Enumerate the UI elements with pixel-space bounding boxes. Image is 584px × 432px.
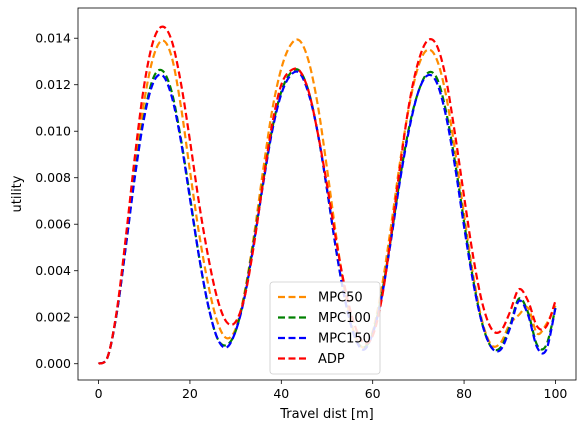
x-tick-label: 40 [273,386,289,401]
legend-box [269,281,381,375]
y-tick-label: 0.010 [35,124,71,139]
series-line-mpc150 [97,70,557,365]
x-axis-ticks: 0 20 40 60 80 100 [95,380,568,401]
y-axis-ticks: 0.000 0.002 0.004 0.006 0.008 0.010 0.012 0.014 [35,31,78,371]
x-tick-label: 20 [182,386,198,401]
y-tick-label: 0.004 [35,263,71,278]
y-tick-label: 0.000 [35,356,71,371]
y-tick-label: 0.002 [35,310,71,325]
x-tick-label: 80 [456,386,472,401]
series-line-adp [97,25,557,365]
legend-label-mpc50: MPC50 [318,291,363,306]
x-tick-label: 100 [544,386,568,401]
plot-frame [77,7,577,381]
series-lines [97,25,557,365]
x-tick-label: 0 [95,386,103,401]
y-tick-label: 0.006 [35,217,71,232]
y-tick-label: 0.008 [35,170,71,185]
legend-label-mpc100: MPC100 [318,311,371,326]
y-axis-label: utility [10,175,25,212]
legend-label-mpc150: MPC150 [318,332,371,347]
y-tick-label: 0.014 [35,31,71,46]
x-tick-label: 60 [365,386,381,401]
legend: MPC50 MPC100 MPC150 ADP [269,281,381,375]
x-axis-label: Travel dist [m] [279,407,373,422]
legend-label-adp: ADP [318,352,345,367]
y-tick-label: 0.012 [35,77,71,92]
